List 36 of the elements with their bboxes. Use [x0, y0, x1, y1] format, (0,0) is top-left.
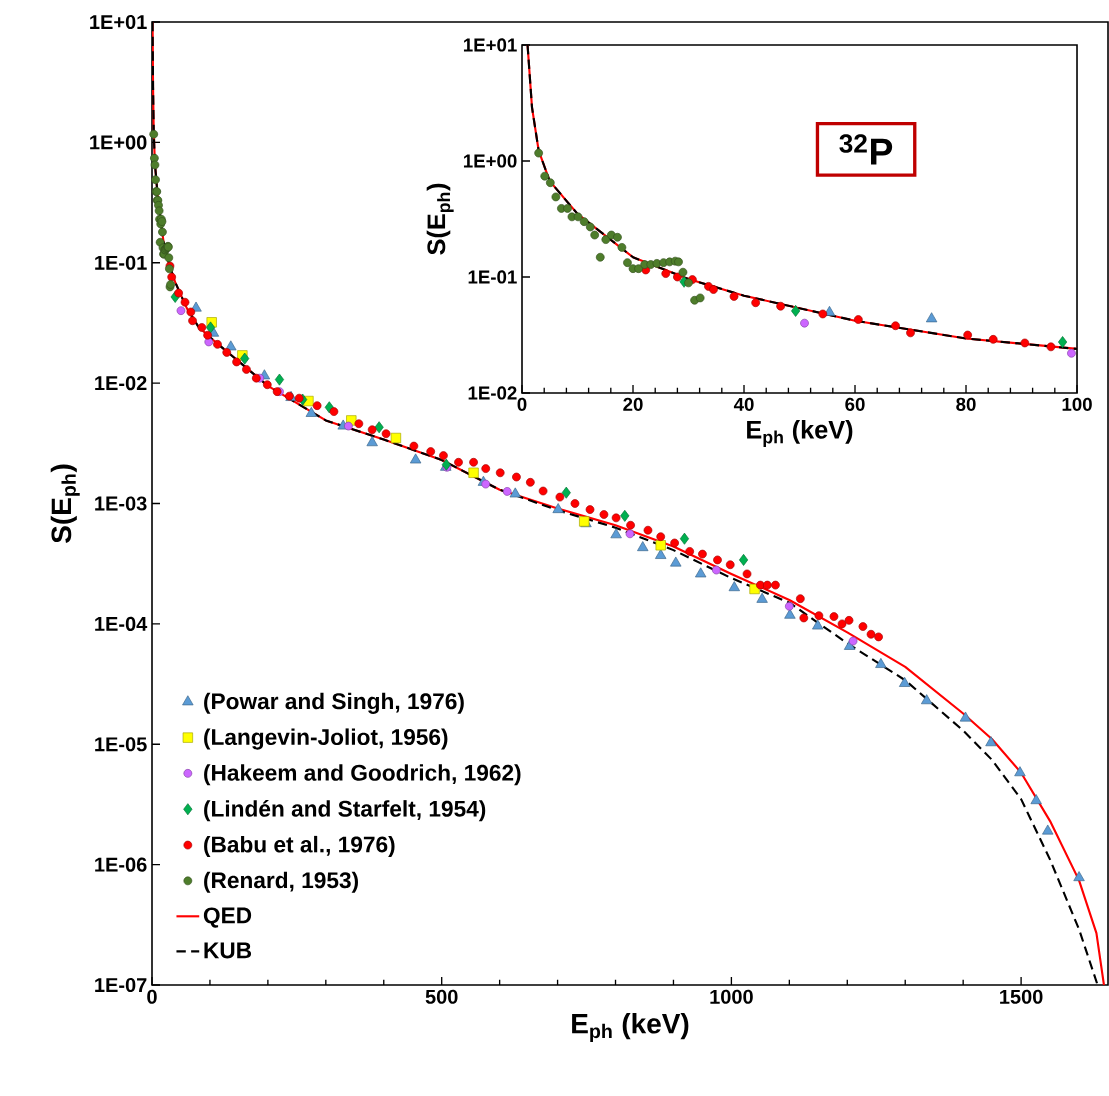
- x-tick-label: 0: [517, 397, 527, 411]
- legend-label: (Powar and Singh, 1976): [204, 692, 464, 714]
- legend-label: (Renard, 1953): [204, 871, 358, 893]
- x-tick-label: 1500: [1000, 989, 1043, 1004]
- x-axis-title: E$_{ph}$ (keV): [572, 1013, 689, 1043]
- y-tick-label: 1E+01: [90, 14, 147, 30]
- y-tick-label: 1E-01: [468, 270, 517, 284]
- legend-label: (Babu et al., 1976): [204, 835, 395, 857]
- legend-label: (Hakeem and Goodrich, 1962): [204, 764, 521, 786]
- x-tick-label: 80: [956, 397, 976, 411]
- x-tick-label: 40: [733, 397, 754, 411]
- x-tick-label: 1000: [710, 989, 753, 1004]
- y-tick-label: 1E-02: [95, 376, 147, 391]
- legend-label: QED: [203, 907, 252, 928]
- y-tick-label: 1E+01: [463, 38, 517, 52]
- y-tick-label: 1E-04: [95, 616, 148, 631]
- x-tick-label: 100: [1062, 397, 1092, 411]
- y-tick-label: 1E-03: [95, 496, 147, 511]
- annotation: $^{32}$P: [839, 134, 893, 165]
- y-axis-title: S(E$_{ph}$): [426, 183, 454, 255]
- x-axis-title: E$_{ph}$ (keV): [747, 420, 853, 448]
- x-tick-label: 500: [425, 989, 458, 1004]
- legend-label: (Lindén and Starfelt, 1954): [204, 799, 486, 822]
- y-tick-label: 1E-02: [468, 386, 517, 400]
- y-tick-label: 1E-07: [95, 977, 147, 993]
- y-tick-label: 1E-05: [95, 737, 147, 752]
- y-tick-label: 1E-01: [95, 255, 147, 270]
- y-axis-title: S(E$_{ph}$): [50, 464, 80, 543]
- x-tick-label: 20: [623, 397, 643, 411]
- x-tick-label: 0: [147, 989, 157, 1004]
- x-tick-label: 60: [845, 397, 865, 411]
- y-tick-label: 1E+00: [463, 154, 517, 168]
- y-tick-label: 1E+00: [90, 135, 147, 150]
- y-tick-label: 1E-06: [95, 857, 147, 872]
- legend-label: KUB: [204, 942, 252, 959]
- legend-label: (Langevin-Joliot, 1956): [204, 728, 448, 750]
